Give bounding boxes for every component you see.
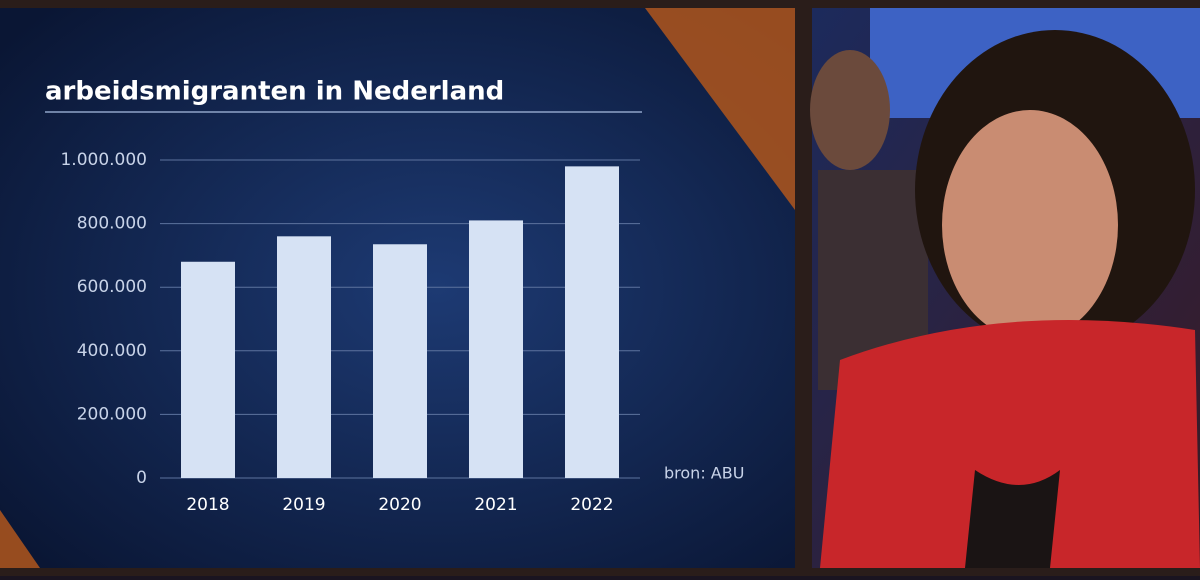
jacket	[820, 320, 1200, 568]
bar	[373, 244, 427, 478]
y-tick-label: 800.000	[77, 214, 147, 234]
face	[942, 110, 1118, 340]
x-tick-label: 2021	[474, 495, 517, 515]
x-tick-label: 2019	[282, 495, 325, 515]
bar	[277, 236, 331, 478]
source: bron: ABU	[664, 464, 744, 483]
x-tick-label: 2020	[378, 495, 421, 515]
decor-corner	[645, 8, 795, 210]
x-tick-label: 2022	[570, 495, 613, 515]
bar	[181, 261, 235, 478]
bar	[565, 166, 619, 479]
y-tick-label: 1.000.000	[60, 150, 147, 170]
y-tick-label: 200.000	[77, 404, 147, 424]
y-tick-label: 0	[136, 468, 147, 488]
decor-corner	[0, 510, 40, 568]
x-tick-label: 2018	[186, 495, 229, 515]
shirt	[965, 470, 1060, 568]
y-tick-label: 400.000	[77, 341, 147, 361]
video-panel	[810, 8, 1200, 568]
y-tick-label: 600.000	[77, 277, 147, 297]
background-person	[810, 50, 890, 170]
chart-title: arbeidsmigranten in Nederland	[45, 77, 504, 107]
bar	[469, 220, 523, 479]
